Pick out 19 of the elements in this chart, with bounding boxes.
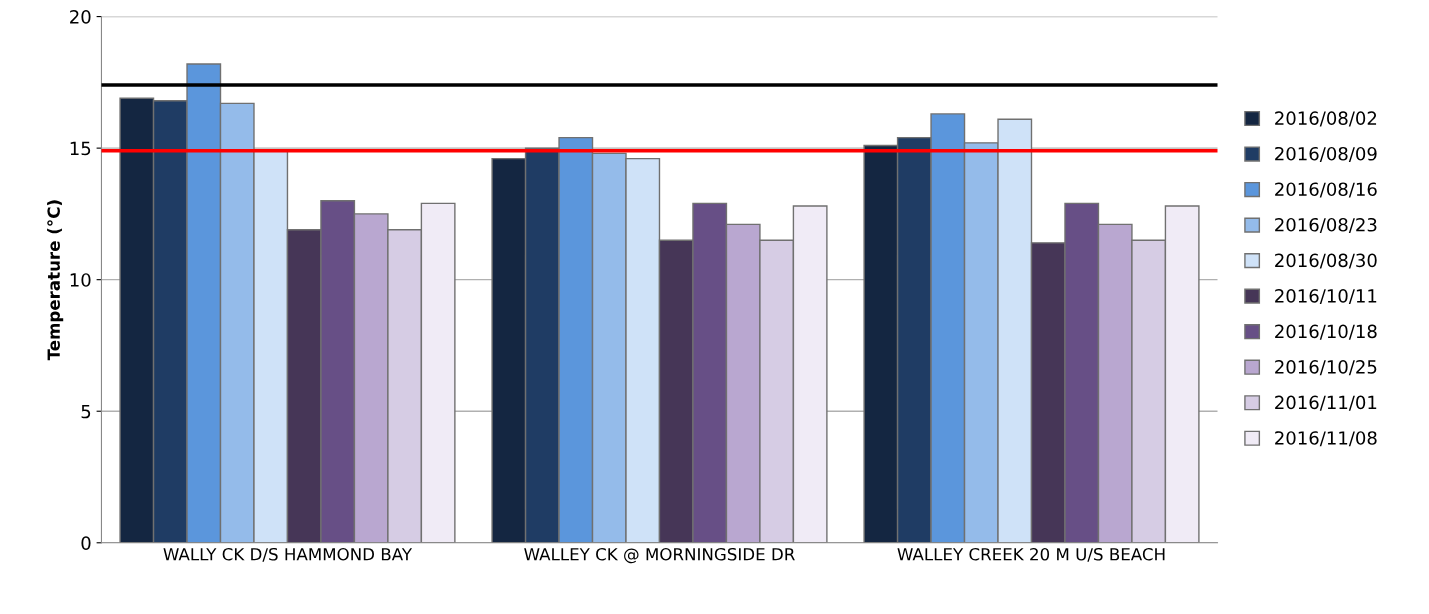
y-tick-label: 20 xyxy=(70,10,91,24)
x-tick-label: WALLY CK D/S HAMMOND BAY xyxy=(163,547,413,562)
y-axis-title: Temperature (°C) xyxy=(47,200,64,361)
legend-label: 2016/11/01 xyxy=(1275,395,1377,411)
legend-label: 2016/08/09 xyxy=(1275,146,1377,162)
legend-label: 2016/10/25 xyxy=(1275,360,1377,376)
y-tick-label: 0 xyxy=(81,536,91,550)
y-tick-label: 15 xyxy=(70,141,91,156)
y-tick-label: 5 xyxy=(81,404,91,419)
legend-label: 2016/08/30 xyxy=(1275,253,1377,269)
legend-label: 2016/10/11 xyxy=(1275,289,1377,305)
legend-label: 2016/08/16 xyxy=(1275,182,1377,198)
legend-label: 2016/08/23 xyxy=(1275,217,1377,234)
x-tick-label: WALLEY CREEK 20 M U/S BEACH xyxy=(897,547,1165,562)
x-tick-label: WALLEY CK @ MORNINGSIDE DR xyxy=(524,547,795,564)
legend-label: 2016/08/02 xyxy=(1275,111,1377,127)
legend-label: 2016/11/08 xyxy=(1275,431,1377,447)
y-tick-label: 10 xyxy=(70,273,91,287)
legend-label: 2016/10/18 xyxy=(1275,324,1377,340)
